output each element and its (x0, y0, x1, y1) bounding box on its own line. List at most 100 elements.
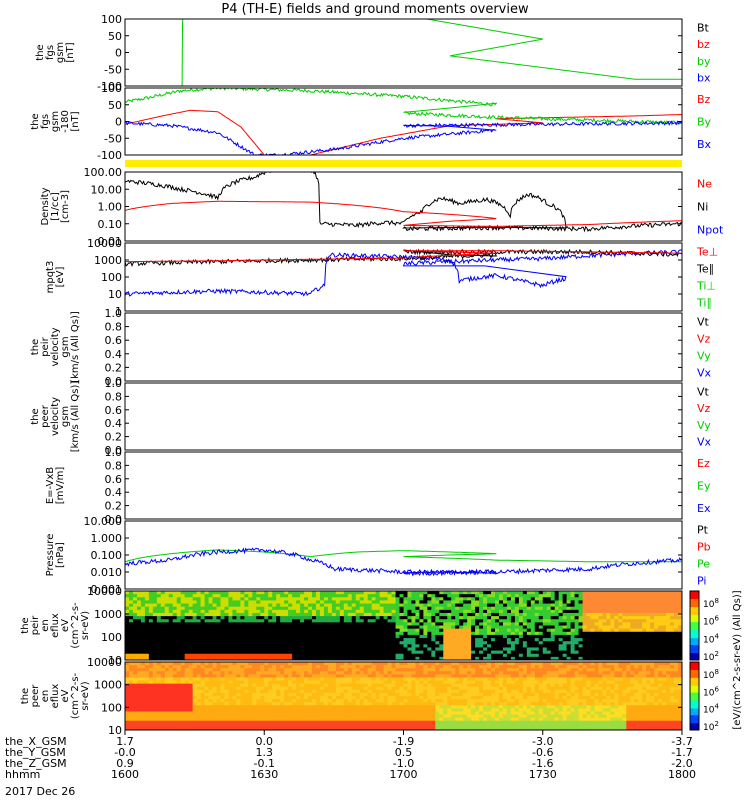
legend-entry: Ne (697, 178, 712, 191)
series-line-Ni (125, 172, 682, 233)
colorbar-tick: 104 (703, 632, 719, 645)
legend-entry: Pe (697, 558, 710, 571)
x-tick-value: -0.1 (254, 757, 275, 770)
x-tick-value: 1.7 (116, 735, 134, 748)
y-tick-label: 0.6 (105, 404, 123, 417)
y-axis-label: the (30, 408, 41, 424)
panel-frame (124, 451, 683, 520)
x-axis: the_X_GSMthe_Y_GSMthe_Z_GSMhhmm1.7-0.00.… (5, 730, 696, 781)
y-tick-label: -50 (104, 132, 122, 145)
panel-peer_en_eflux: 10000 1000 100 10 the peer en eflux eV (cm^2-s-sr… (20, 656, 683, 737)
y-axis-label: sr-eV) (80, 611, 91, 640)
panel-fgs_gsm_1: 100 50 0 -50 -100 the fgs gsm [nT] Bt bz by bx (35, 13, 711, 93)
y-tick-label: 1.0 (105, 446, 123, 459)
y-tick-label: 0.8 (105, 321, 123, 334)
y-axis-label: velocity (50, 327, 61, 366)
y-axis-label: Pressure (45, 534, 56, 577)
y-tick-label: 0.10 (98, 218, 123, 231)
series-line-Te_red (125, 250, 682, 266)
legend-entry: Ti⊥ (696, 280, 716, 293)
y-axis-label: peir (40, 336, 51, 356)
series-line-Bx (125, 120, 682, 155)
y-tick-label: 1.0 (105, 307, 123, 320)
legend-entry: Bx (697, 138, 712, 151)
y-axis-label: mpqt3 (45, 261, 56, 294)
y-tick-label: 0.2 (105, 361, 123, 374)
y-axis-label: eflux (50, 613, 61, 638)
y-tick-label: 100 (101, 631, 122, 644)
y-tick-label: 0.010 (91, 566, 123, 579)
y-axis-label: [nPa] (55, 542, 66, 568)
x-tick-value: -1.6 (532, 757, 553, 770)
y-axis-label: the (20, 617, 31, 633)
legend-entry: Npot (697, 224, 724, 237)
y-tick-label: 100 (101, 271, 122, 284)
x-tick-value: 1600 (111, 768, 139, 781)
y-axis-label: velocity (50, 397, 61, 436)
y-tick-label: 1000 (94, 679, 122, 692)
x-tick-value: -0.0 (114, 746, 135, 759)
y-tick-label: 100 (101, 13, 122, 26)
legend-entry: Vt (697, 385, 710, 398)
y-tick-label: 0 (115, 47, 122, 60)
x-tick-value: 1630 (250, 768, 278, 781)
y-tick-label: 50 (108, 99, 122, 112)
y-axis-label: peer (30, 684, 41, 708)
x-tick-value: 0.9 (116, 757, 134, 770)
y-axis-label: eflux (50, 684, 61, 709)
y-axis-label: gsm (55, 42, 66, 63)
y-tick-label: 1.00 (98, 201, 123, 214)
legend-entry: Ez (697, 457, 710, 470)
colorbar-tick: 106 (703, 685, 719, 698)
series-line-Ti (125, 249, 682, 297)
y-tick-label: 0.0 (105, 513, 123, 526)
y-tick-label: 100 (101, 82, 122, 95)
date-label: 2017 Dec 26 (5, 785, 76, 798)
y-tick-label: 0.0 (105, 444, 123, 457)
y-tick-label: 10000 (87, 585, 122, 598)
y-tick-label: 0.0 (105, 375, 123, 388)
panel-frame (124, 520, 683, 590)
legend-entry: By (697, 116, 712, 129)
x-axis-row-label: hhmm (5, 768, 40, 781)
legend-entry: Bt (697, 21, 710, 34)
panel-peir_en_eflux: 10000 1000 100 10 the peir en eflux eV (cm^2-s-sr… (20, 585, 683, 667)
legend-entry: Pb (697, 541, 711, 554)
legend-entry: Vz (697, 402, 711, 415)
y-axis-label: sr-eV) (80, 681, 91, 710)
y-axis-label: [1/cc] (50, 192, 61, 221)
y-tick-label: 0.6 (105, 473, 123, 486)
y-axis-label: [km/s (All Qs)] (70, 311, 81, 383)
series-line-Ne (125, 200, 682, 227)
x-tick-value: -1.7 (671, 746, 692, 759)
x-tick-value: -3.0 (532, 735, 553, 748)
y-axis-label: eV (60, 689, 71, 702)
panel-frame (124, 87, 683, 156)
y-axis-label: fgs (45, 45, 56, 60)
y-tick-label: 1 (115, 305, 122, 318)
x-tick-value: 0.0 (256, 735, 274, 748)
y-tick-label: 0.4 (105, 348, 123, 361)
y-tick-label: 0.8 (105, 390, 123, 403)
y-tick-label: 0.4 (105, 417, 123, 430)
y-tick-label: 0.6 (105, 334, 123, 347)
y-tick-label: 0.001 (91, 583, 123, 596)
y-tick-label: 0 (115, 116, 122, 129)
y-axis-label: [eV] (55, 267, 66, 288)
y-axis-label: eV (60, 619, 71, 632)
legend-entry: bz (697, 38, 710, 51)
y-axis-label: gsm (50, 111, 61, 132)
series-line-Pe (125, 549, 682, 563)
y-tick-label: 0.100 (91, 549, 123, 562)
colorbar-tick: 102 (703, 720, 719, 733)
x-tick-value: 0.5 (395, 746, 413, 759)
x-tick-value: 1700 (390, 768, 418, 781)
chart-title: P4 (TH-E) fields and ground moments over… (221, 2, 529, 17)
x-axis-row-label: the_Y_GSM (5, 746, 66, 759)
y-tick-label: 10000 (87, 237, 122, 250)
y-axis-label: [nT] (70, 111, 81, 131)
y-axis-label: peir (30, 615, 41, 635)
y-tick-label: 1.000 (91, 532, 123, 545)
